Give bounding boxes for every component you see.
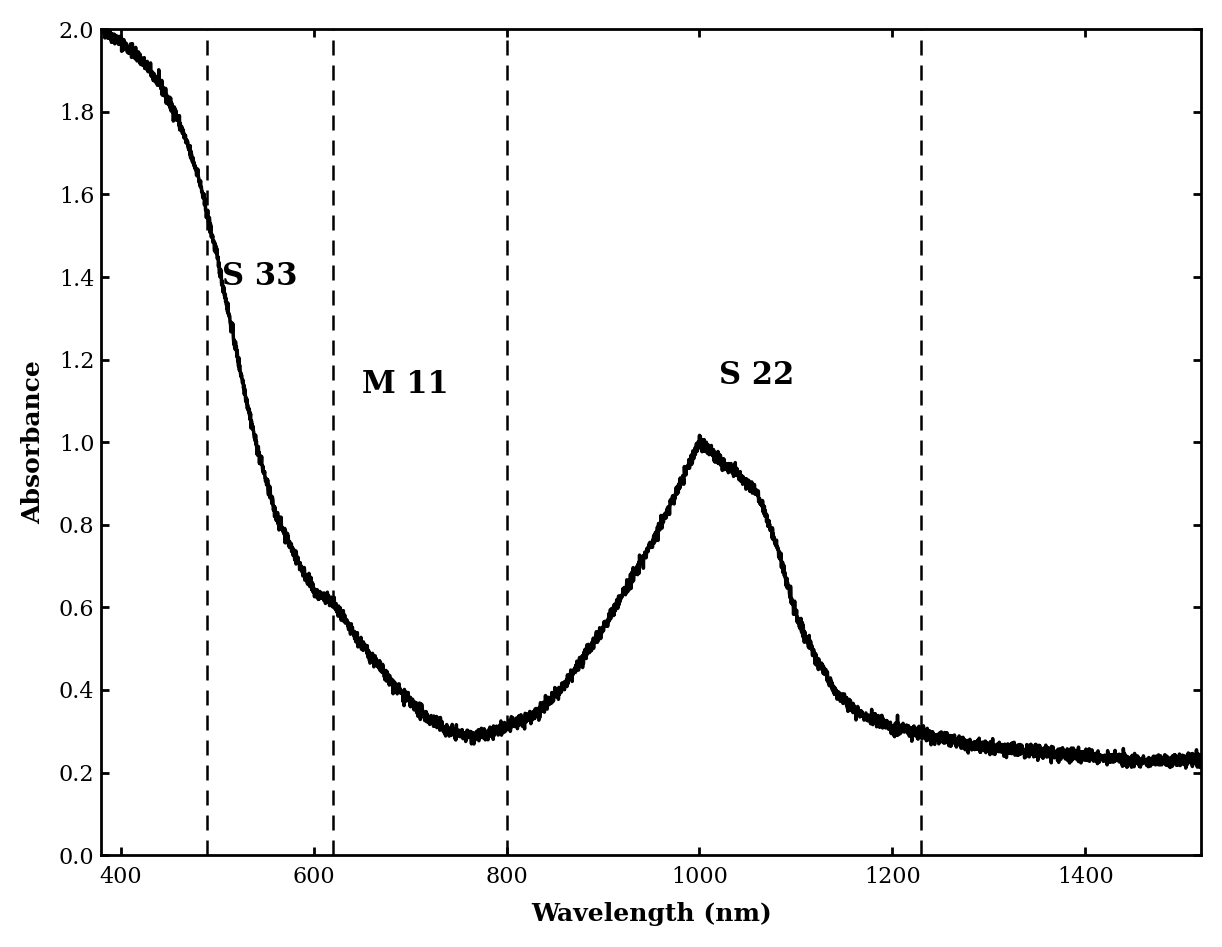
Text: S 33: S 33 bbox=[222, 261, 297, 293]
Y-axis label: Absorbance: Absorbance bbox=[21, 360, 45, 525]
Text: M 11: M 11 bbox=[362, 368, 448, 400]
X-axis label: Wavelength (nm): Wavelength (nm) bbox=[530, 902, 771, 926]
Text: S 22: S 22 bbox=[719, 361, 794, 391]
